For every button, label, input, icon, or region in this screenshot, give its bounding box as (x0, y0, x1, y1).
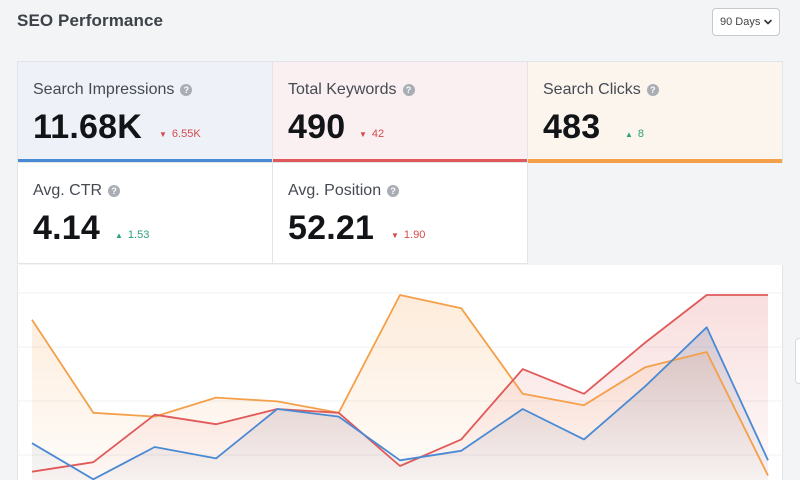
metric-delta-value: 8 (637, 128, 645, 140)
triangle-up-icon: ▲ (625, 129, 633, 139)
metric-label: Search Clicks ? (543, 81, 659, 99)
metric-label: Total Keywords ? (288, 81, 415, 99)
triangle-down-icon: ▼ (391, 230, 399, 240)
side-panel-handle[interactable] (795, 338, 800, 384)
question-circle-icon[interactable]: ? (180, 84, 193, 96)
triangle-down-icon: ▼ (359, 129, 367, 139)
metric-label: Avg. Position ? (288, 182, 400, 200)
series-line-impressions[interactable] (31, 326, 769, 480)
metric-delta: ▼ 6.55K (159, 128, 201, 140)
chart-series (31, 294, 769, 480)
question-circle-icon[interactable]: ? (646, 84, 659, 96)
metric-label-text: Search Clicks (543, 81, 641, 98)
triangle-down-icon: ▼ (159, 129, 167, 139)
question-circle-icon[interactable]: ? (108, 185, 121, 197)
metric-delta-value: 42 (371, 128, 385, 140)
metric-card-position[interactable]: Avg. Position ? 52.21 ▼ 1.90 (272, 162, 528, 264)
series-area-keywords (32, 295, 768, 480)
metric-value: 4.14 (33, 209, 100, 247)
metric-delta: ▼ 42 (359, 128, 384, 140)
question-circle-icon[interactable]: ? (387, 185, 400, 197)
metric-delta-value: 1.90 (403, 229, 426, 241)
metric-card-keywords[interactable]: Total Keywords ? 490 ▼ 42 (272, 61, 528, 163)
series-line-clicks[interactable] (31, 294, 769, 476)
metric-delta: ▼ 1.90 (391, 229, 425, 241)
metric-card-impressions[interactable]: Search Impressions ? 11.68K ▼ 6.55K (17, 61, 273, 163)
chevron-down-icon (764, 19, 772, 25)
performance-chart-svg (18, 292, 782, 480)
date-range-value: 90 Days (720, 16, 761, 28)
series-line-keywords[interactable] (31, 294, 768, 473)
metric-delta-value: 6.55K (171, 128, 201, 140)
metric-label-text: Total Keywords (288, 81, 397, 98)
series-area-impressions (32, 327, 768, 480)
metric-value: 490 (288, 108, 346, 146)
metric-card-clicks[interactable]: Search Clicks ? 483 ▲ 8 (527, 61, 783, 163)
metric-value: 483 (543, 108, 601, 146)
accent-bar (273, 159, 527, 163)
accent-bar (528, 159, 782, 163)
triangle-up-icon: ▲ (115, 230, 123, 240)
page-title: SEO Performance (17, 11, 164, 30)
metric-label-text: Search Impressions (33, 81, 175, 98)
metric-label: Search Impressions ? (33, 81, 193, 99)
metric-delta-value: 1.53 (127, 229, 150, 241)
metric-value: 52.21 (288, 209, 375, 247)
metric-label-text: Avg. CTR (33, 182, 103, 199)
metric-value: 11.68K (33, 108, 142, 146)
question-circle-icon[interactable]: ? (402, 84, 415, 96)
metric-card-ctr[interactable]: Avg. CTR ? 4.14 ▲ 1.53 (17, 162, 273, 264)
accent-bar (18, 159, 272, 163)
metric-delta: ▲ 8 (625, 128, 644, 140)
metric-label-text: Avg. Position (288, 182, 382, 199)
performance-chart (17, 265, 783, 480)
date-range-select[interactable]: 90 Days (712, 8, 780, 36)
metric-delta: ▲ 1.53 (115, 229, 149, 241)
metric-label: Avg. CTR ? (33, 182, 121, 200)
